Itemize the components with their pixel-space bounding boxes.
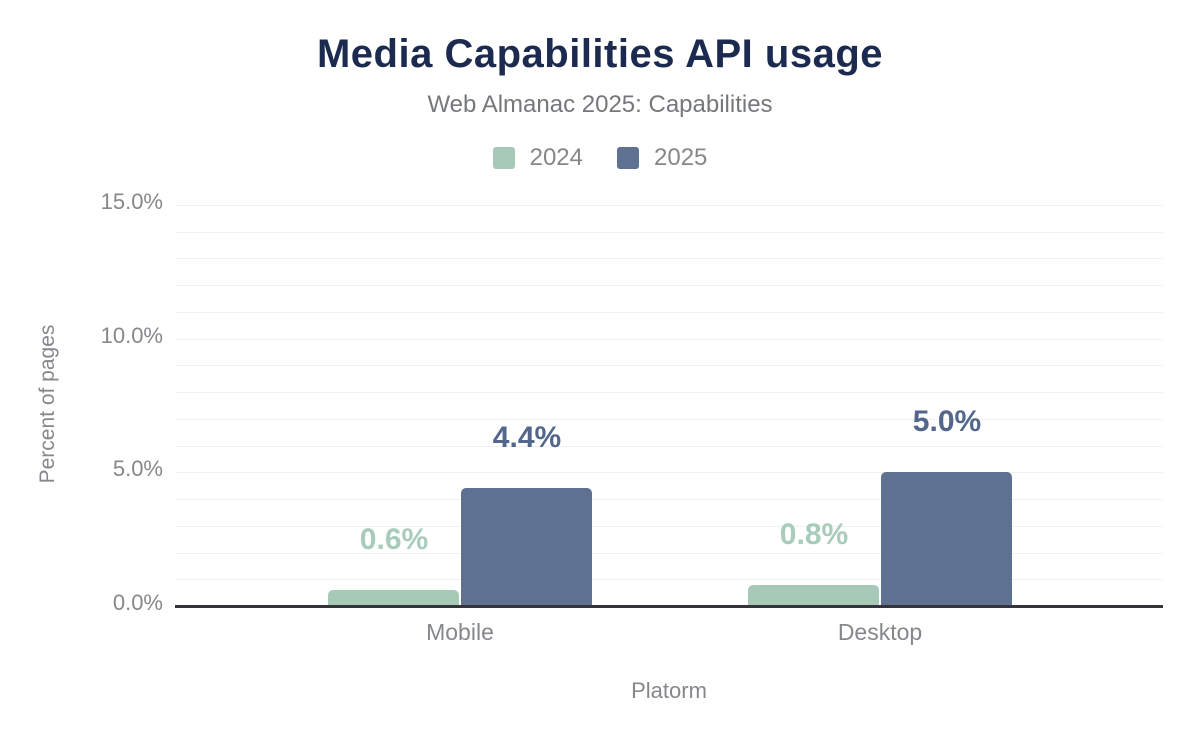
bar-value-label-desktop-2024: 0.8% (779, 518, 849, 551)
gridline-11pct (175, 312, 1163, 313)
legend-item-2025[interactable]: 2025 (617, 144, 707, 172)
gridline-13pct (175, 258, 1163, 259)
gridline-4pct (175, 499, 1163, 500)
gridline-14pct (175, 232, 1163, 233)
x-axis-line (175, 605, 1163, 608)
x-tick-label-mobile: Mobile (426, 619, 494, 645)
bar-value-label-desktop-2025: 5.0% (912, 405, 982, 438)
gridline-12pct (175, 285, 1163, 286)
bar-mobile-2024[interactable] (328, 590, 459, 606)
chart-subtitle: Web Almanac 2025: Capabilities (427, 91, 773, 118)
y-tick-label-15.0%: 15.0% (100, 189, 163, 214)
gridline-6pct (175, 446, 1163, 447)
gridline-15pct (175, 205, 1163, 206)
gridline-2pct (175, 553, 1163, 554)
legend-label-2024: 2024 (529, 144, 583, 171)
legend-label-2025: 2025 (654, 144, 708, 171)
gridline-7pct (175, 419, 1163, 420)
x-tick-label-desktop: Desktop (837, 619, 923, 645)
chart-title: Media Capabilities API usage (316, 32, 883, 76)
gridline-9pct (175, 365, 1163, 366)
legend: 2024 2025 (0, 144, 1200, 172)
bar-desktop-2024[interactable] (748, 585, 879, 606)
x-axis-title: Platorm (631, 678, 707, 703)
legend-swatch-2025 (617, 147, 639, 169)
bar-desktop-2025[interactable] (881, 472, 1012, 606)
gridline-1pct (175, 579, 1163, 580)
bar-value-label-mobile-2024: 0.6% (359, 523, 429, 556)
gridline-3pct (175, 526, 1163, 527)
gridline-8pct (175, 392, 1163, 393)
bar-mobile-2025[interactable] (461, 488, 592, 606)
y-tick-label-10.0%: 10.0% (100, 323, 163, 348)
gridline-5pct (175, 472, 1163, 473)
gridline-10pct (175, 339, 1163, 340)
legend-swatch-2024 (492, 147, 515, 169)
legend-item-2024[interactable]: 2024 (492, 144, 583, 172)
y-tick-label-0.0%: 0.0% (112, 590, 163, 615)
y-tick-label-5.0%: 5.0% (112, 456, 163, 481)
bar-value-label-mobile-2025: 4.4% (492, 421, 562, 454)
